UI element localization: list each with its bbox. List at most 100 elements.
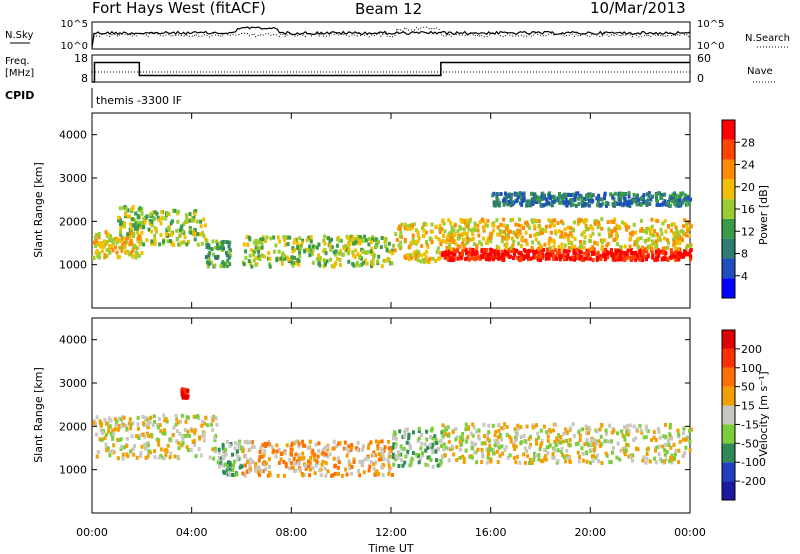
heatmap-cell: [109, 431, 113, 436]
colorbar-tick-label: 20: [741, 181, 755, 194]
heatmap-cell: [639, 428, 643, 433]
heatmap-cell: [166, 211, 169, 216]
heatmap-cell: [255, 465, 259, 470]
heatmap-cell: [475, 429, 479, 434]
heatmap-cell: [658, 444, 662, 449]
heatmap-cell: [449, 221, 453, 226]
heatmap-cell: [226, 261, 230, 266]
heatmap-cell: [250, 264, 254, 269]
heatmap-cell: [658, 435, 662, 440]
nsky-trace: [91, 26, 691, 49]
heatmap-cell: [284, 242, 288, 247]
heatmap-cell: [137, 433, 141, 438]
colorbar-swatch: [722, 462, 735, 482]
heatmap-cell: [110, 244, 114, 248]
heatmap-cell: [506, 228, 510, 233]
heatmap-cell: [443, 229, 447, 234]
heatmap-cell: [264, 467, 268, 472]
heatmap-cell: [657, 253, 661, 258]
heatmap-cell: [497, 428, 501, 433]
heatmap-cell: [327, 236, 330, 241]
heatmap-cell: [153, 237, 157, 242]
heatmap-cell: [566, 456, 570, 460]
heatmap-cell: [177, 441, 181, 446]
heatmap-cell: [673, 245, 677, 250]
heatmap-cell: [500, 444, 504, 449]
heatmap-cell: [108, 247, 111, 252]
heatmap-cell: [633, 242, 637, 247]
heatmap-cell: [226, 258, 230, 263]
heatmap-cell: [411, 451, 415, 455]
heatmap-cell: [663, 219, 667, 224]
heatmap-cell: [112, 443, 116, 448]
heatmap-cell: [413, 253, 417, 258]
heatmap-cell: [137, 236, 141, 241]
heatmap-cell: [673, 191, 676, 196]
heatmap-cell: [650, 250, 654, 255]
heatmap-cell: [143, 442, 147, 447]
heatmap-cell: [574, 442, 578, 446]
heatmap-cell: [108, 450, 112, 454]
heatmap-cell: [296, 439, 300, 444]
heatmap-cell: [140, 251, 144, 255]
heatmap-cell: [584, 424, 588, 429]
heatmap-cell: [356, 252, 360, 257]
heatmap-cell: [227, 244, 231, 249]
heatmap-cell: [565, 448, 569, 453]
heatmap-cell: [108, 250, 112, 255]
heatmap-cell: [376, 259, 380, 264]
heatmap-cell: [207, 261, 211, 266]
heatmap-cell: [597, 220, 601, 225]
heatmap-cell: [96, 450, 100, 454]
heatmap-cell: [369, 249, 373, 254]
heatmap-cell: [445, 252, 449, 257]
heatmap-cell: [462, 227, 466, 232]
heatmap-cell: [609, 460, 613, 465]
heatmap-cell: [615, 231, 619, 236]
heatmap-cell: [279, 256, 283, 261]
heatmap-cell: [663, 452, 667, 457]
heatmap-cell: [191, 229, 195, 234]
heatmap-cell: [94, 244, 98, 249]
heatmap-cell: [301, 473, 305, 478]
heatmap-cell: [561, 439, 565, 444]
heatmap-cell: [517, 223, 521, 228]
heatmap-cell: [257, 458, 261, 463]
heatmap-cell: [627, 200, 631, 205]
heatmap-cell: [644, 427, 648, 432]
heatmap-cell: [358, 235, 362, 239]
heatmap-cell: [409, 226, 413, 231]
heatmap-cell: [170, 240, 174, 245]
heatmap-cell: [437, 237, 441, 242]
heatmap-cell: [138, 206, 142, 211]
heatmap-cell: [561, 452, 564, 457]
heatmap-cell: [356, 234, 360, 239]
colorbar-swatch: [722, 199, 735, 219]
heatmap-cell: [490, 447, 493, 452]
heatmap-cell: [662, 248, 666, 253]
heatmap-cell: [419, 253, 423, 258]
heatmap-cell: [539, 230, 543, 235]
heatmap-cell: [215, 422, 219, 427]
heatmap-cell: [102, 240, 106, 245]
colorbar-tick-label: -200: [741, 475, 766, 488]
heatmap-cell: [488, 256, 491, 261]
heatmap-cell: [360, 461, 364, 466]
heatmap-cell: [643, 254, 647, 259]
heatmap-cell: [524, 238, 528, 243]
heatmap-cell: [591, 198, 595, 203]
heatmap-cell: [114, 422, 118, 427]
heatmap-cell: [323, 241, 327, 246]
heatmap-cell: [597, 439, 601, 444]
heatmap-cell: [394, 457, 397, 462]
heatmap-cell: [672, 243, 676, 248]
heatmap-cell: [543, 448, 547, 452]
heatmap-cell: [362, 238, 365, 243]
heatmap-cell: [488, 438, 492, 443]
heatmap-cell: [669, 445, 673, 450]
heatmap-cell: [394, 454, 398, 459]
heatmap-cell: [349, 448, 353, 452]
heatmap-cell: [162, 428, 166, 433]
heatmap-cell: [634, 446, 638, 451]
